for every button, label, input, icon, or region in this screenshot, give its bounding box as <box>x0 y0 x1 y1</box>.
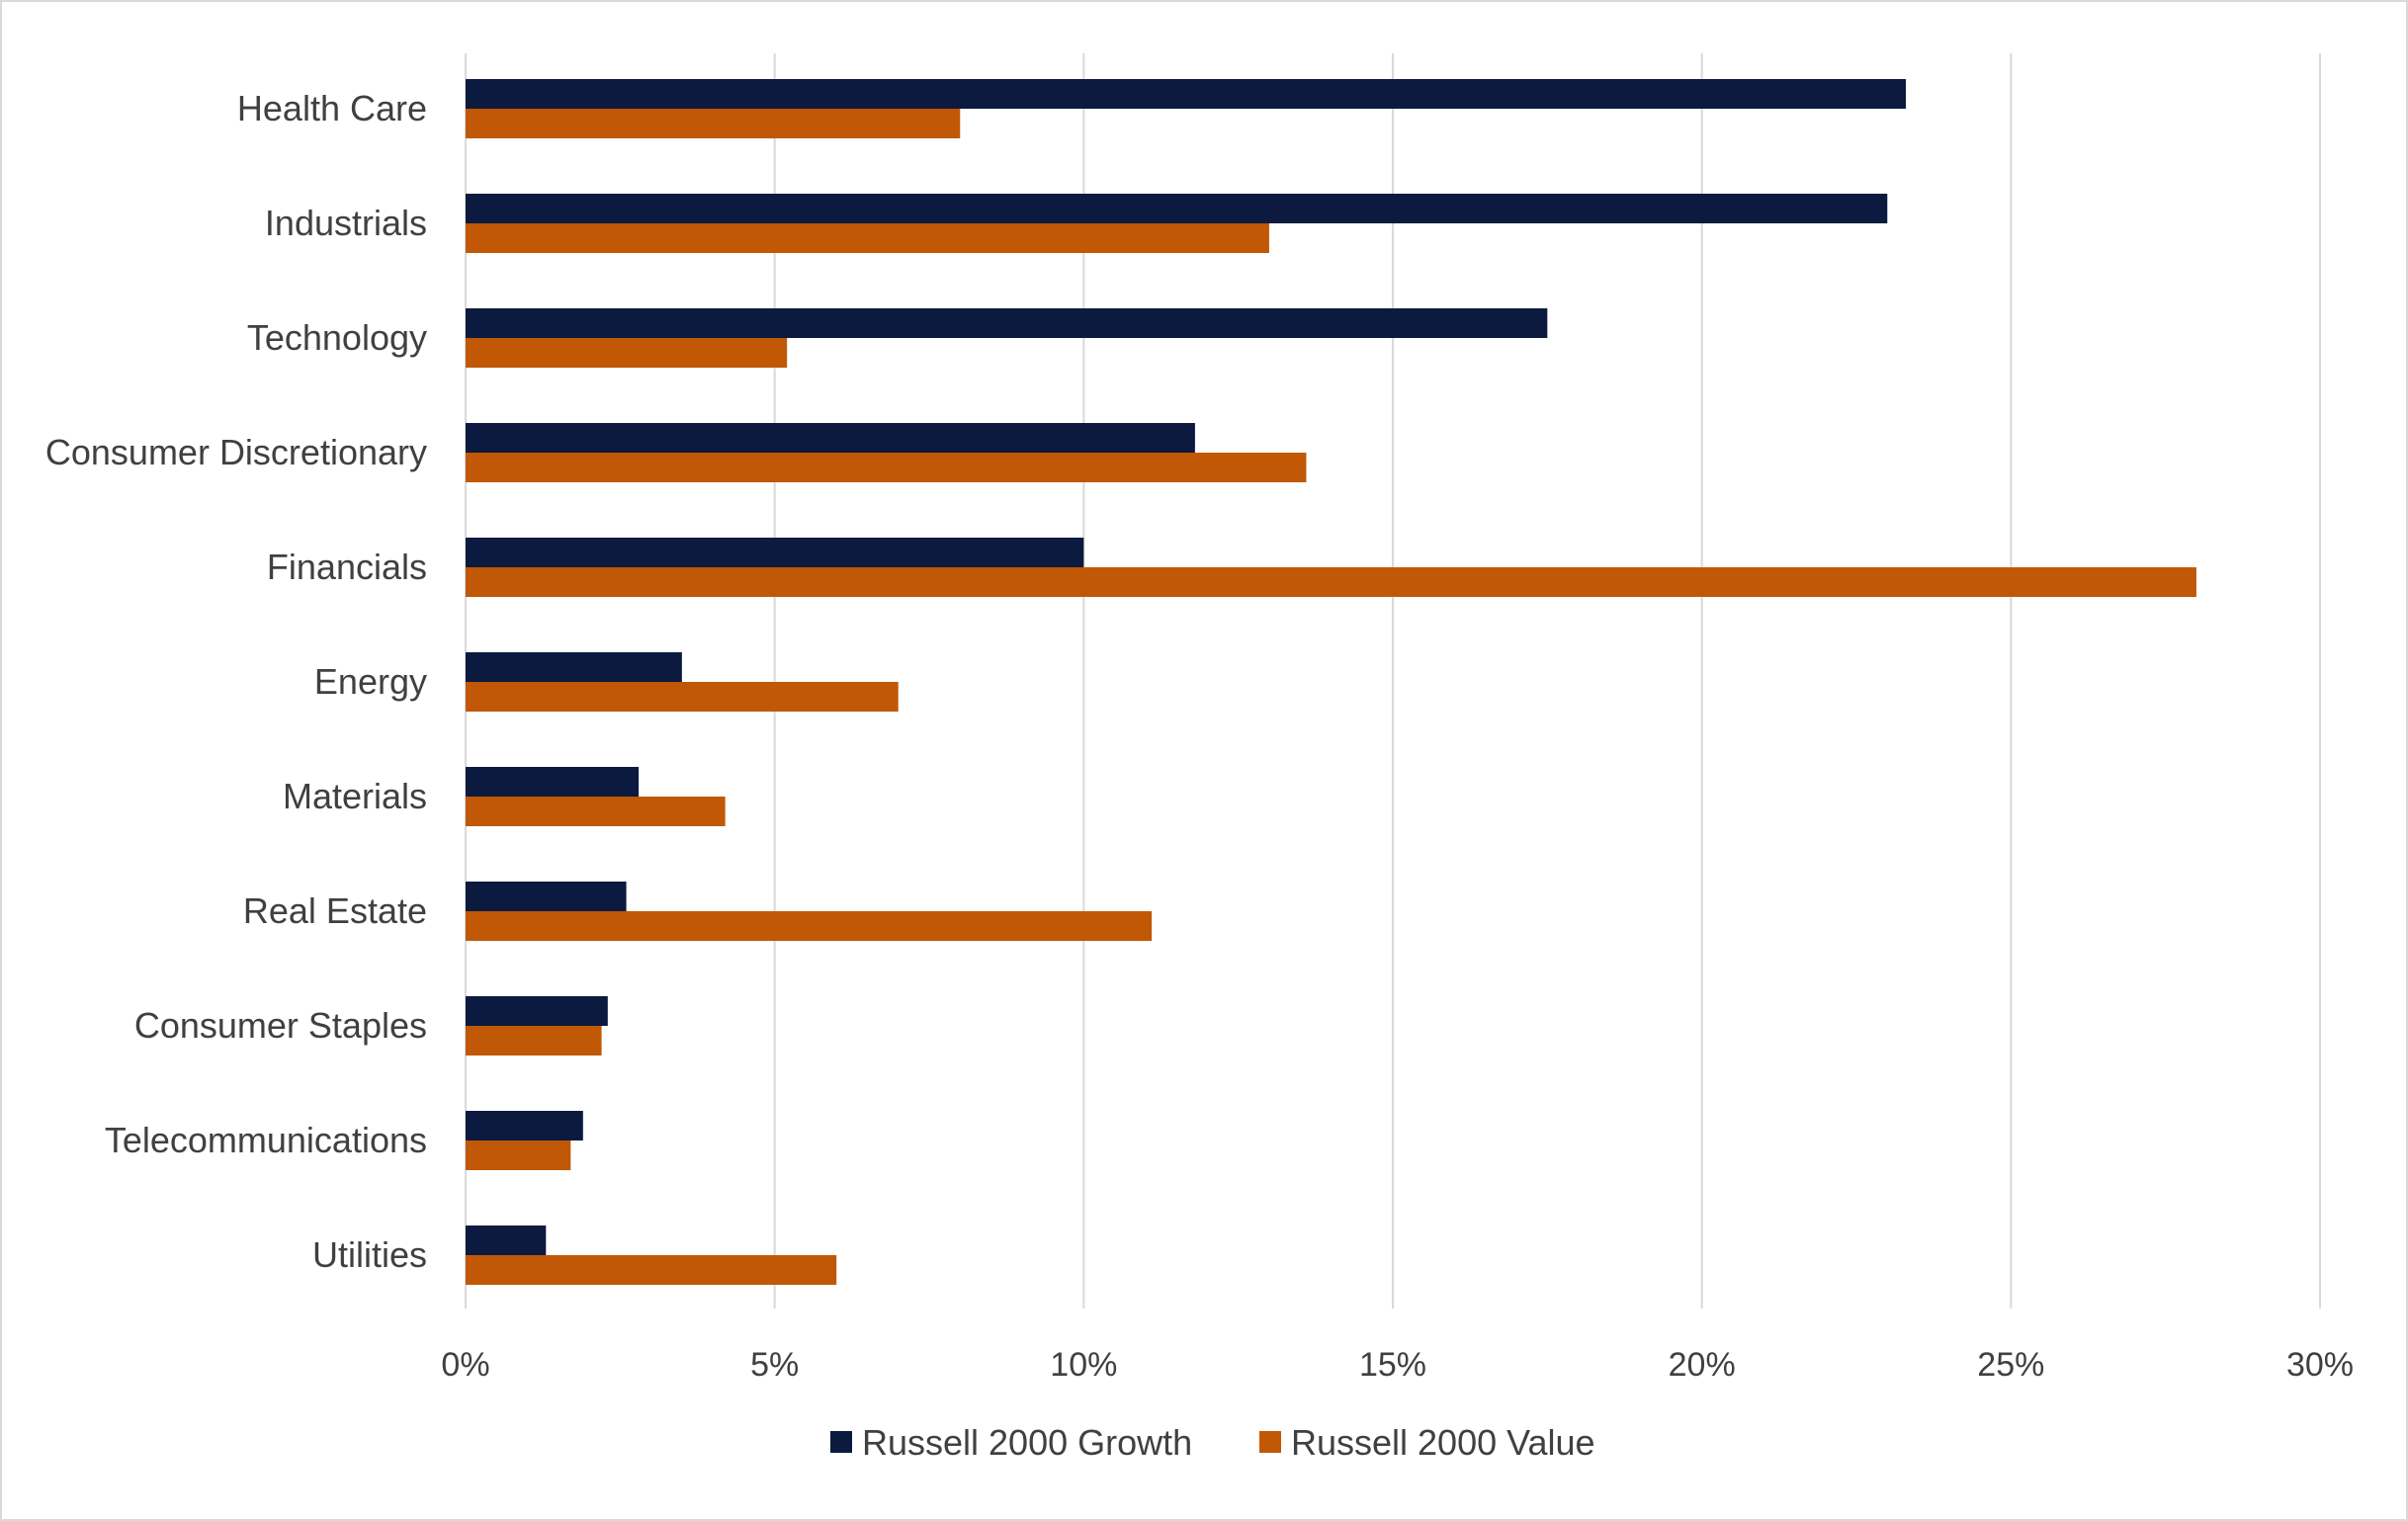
bar <box>466 1255 837 1285</box>
bar <box>466 652 682 682</box>
bar <box>466 453 1307 482</box>
legend-swatch <box>1259 1431 1281 1453</box>
bar <box>466 223 1269 253</box>
category-labels: Health Care Industrials Technology Consumer… <box>45 88 427 1275</box>
x-tick-labels: 0% 5% 10% 15% 20% 25% 30% <box>441 1346 2354 1384</box>
bars <box>466 79 2196 1285</box>
bar <box>466 194 1888 223</box>
legend: Russell 2000 Growth Russell 2000 Value <box>830 1422 1595 1463</box>
bar <box>466 996 608 1026</box>
bar <box>466 1111 583 1141</box>
category-label: Materials <box>283 776 427 816</box>
category-label: Health Care <box>237 88 427 128</box>
bar <box>466 1141 571 1170</box>
category-label: Energy <box>314 661 427 702</box>
legend-label: Russell 2000 Value <box>1291 1422 1595 1463</box>
bar <box>466 882 627 911</box>
x-tick-label: 15% <box>1359 1346 1426 1384</box>
bar <box>466 797 726 826</box>
bar <box>466 109 961 138</box>
category-label: Utilities <box>312 1234 427 1275</box>
bar <box>466 682 899 712</box>
bar <box>466 338 788 368</box>
bar <box>466 538 1084 567</box>
x-tick-label: 10% <box>1050 1346 1117 1384</box>
x-tick-label: 30% <box>2286 1346 2354 1384</box>
bar <box>466 79 1907 109</box>
legend-swatch <box>830 1431 852 1453</box>
category-label: Real Estate <box>243 890 427 931</box>
bar <box>466 567 2196 597</box>
category-label: Financials <box>267 547 427 587</box>
bar <box>466 1225 547 1255</box>
category-label: Consumer Staples <box>134 1005 427 1046</box>
x-tick-label: 20% <box>1669 1346 1736 1384</box>
category-label: Consumer Discretionary <box>45 432 427 472</box>
bar <box>466 308 1548 338</box>
bar <box>466 423 1195 453</box>
category-label: Industrials <box>265 203 427 243</box>
bar <box>466 1026 602 1056</box>
legend-label: Russell 2000 Growth <box>862 1422 1192 1463</box>
gridlines <box>773 53 2321 1309</box>
x-tick-label: 0% <box>441 1346 489 1384</box>
bar <box>466 911 1153 941</box>
category-label: Technology <box>247 317 427 358</box>
x-tick-label: 5% <box>750 1346 799 1384</box>
bar <box>466 767 640 797</box>
x-tick-label: 25% <box>1977 1346 2044 1384</box>
category-label: Telecommunications <box>105 1120 427 1160</box>
